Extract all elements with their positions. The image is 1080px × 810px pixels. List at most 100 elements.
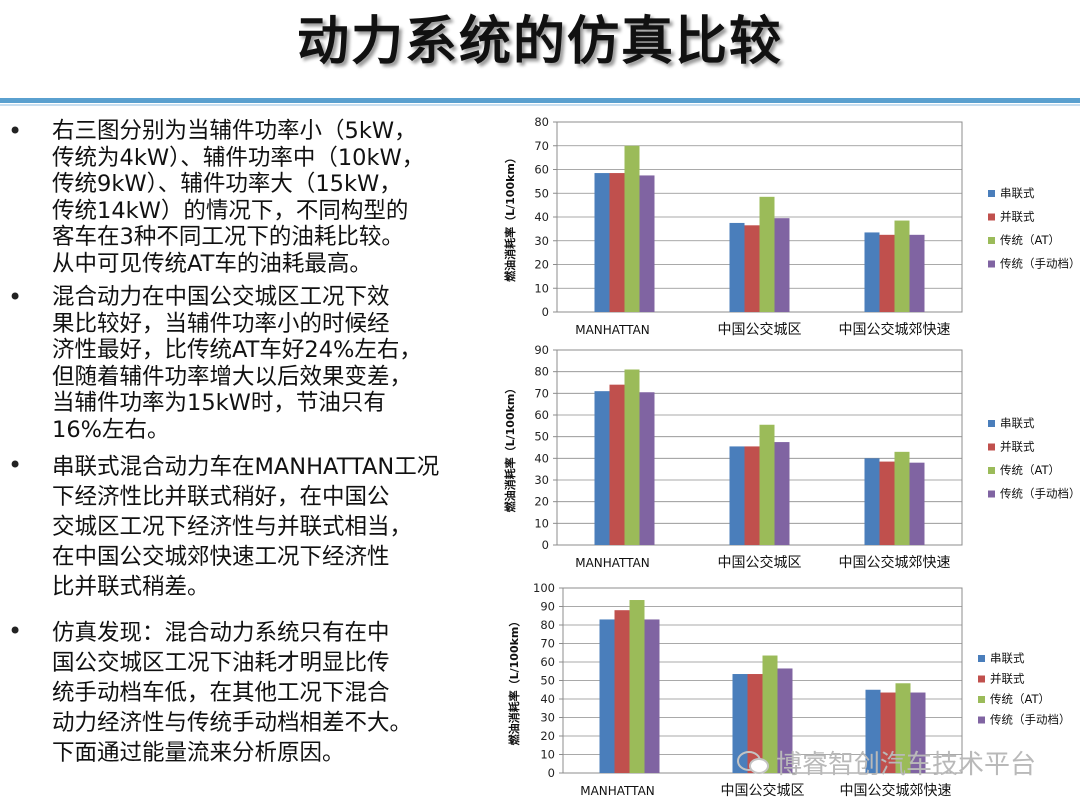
fuel-chart-high-aux: 0 10 20 30 40 50 60 70 80 90 100 MANHATTAN 中国公交城区 中国公… bbox=[507, 581, 1071, 799]
bullet-text: 混合动力在中国公交城区工况下效 果比较好，当辅件功率小的时候经 济性最好，比传统… bbox=[52, 284, 422, 443]
y-tick-label: 90 bbox=[540, 600, 555, 614]
y-tick-label: 0 bbox=[542, 305, 549, 319]
legend-label: 并联式 bbox=[1000, 210, 1035, 224]
category-label: MANHATTAN bbox=[575, 323, 650, 337]
y-tick-label: 0 bbox=[542, 538, 549, 552]
y-tick-label: 90 bbox=[534, 343, 549, 357]
bar bbox=[864, 458, 880, 545]
legend-swatch bbox=[978, 675, 985, 683]
bar bbox=[909, 462, 925, 545]
bullet-dot-icon: • bbox=[8, 283, 23, 311]
bar bbox=[747, 674, 763, 773]
bar bbox=[895, 683, 911, 773]
category-label: 中国公交城郊快速 bbox=[840, 782, 952, 799]
bullet-text: 仿真发现：混合动力系统只有在中 国公交城区工况下油耗才明显比传 统手动档车低，在… bbox=[52, 620, 413, 766]
bar bbox=[639, 175, 655, 312]
fuel-chart-low-aux: 0 10 20 30 40 50 60 70 80 MANHATTAN 中国公交城区 中国公交城郊快速… bbox=[503, 115, 1080, 338]
title-divider bbox=[0, 98, 1080, 103]
category-label: MANHATTAN bbox=[580, 784, 655, 798]
y-tick-label: 80 bbox=[540, 618, 555, 632]
y-tick-label: 100 bbox=[533, 581, 555, 595]
bar bbox=[639, 392, 655, 545]
y-tick-label: 70 bbox=[534, 139, 549, 153]
legend-label: 传统（手动档） bbox=[1000, 257, 1080, 271]
bar bbox=[879, 461, 895, 545]
y-tick-label: 30 bbox=[534, 473, 549, 487]
slide-title: 动力系统的仿真比较 bbox=[296, 12, 783, 72]
legend-swatch bbox=[978, 655, 985, 662]
y-tick-label: 20 bbox=[534, 258, 549, 272]
legend-label: 传统（AT） bbox=[990, 692, 1050, 706]
wechat-icon bbox=[737, 751, 769, 774]
bar bbox=[599, 619, 615, 773]
legend-swatch bbox=[978, 696, 985, 703]
y-tick-label: 60 bbox=[540, 655, 555, 669]
legend-label: 串联式 bbox=[1000, 416, 1035, 430]
y-tick-label: 80 bbox=[534, 365, 549, 379]
bar bbox=[894, 220, 910, 312]
bar bbox=[744, 446, 760, 545]
bullet-dot-icon: • bbox=[8, 117, 23, 145]
bar bbox=[864, 232, 880, 312]
bullet-dot-icon: • bbox=[8, 617, 23, 645]
bar bbox=[624, 369, 640, 545]
y-tick-label: 70 bbox=[540, 637, 555, 651]
y-tick-label: 40 bbox=[540, 692, 555, 706]
legend-swatch bbox=[988, 467, 995, 474]
bar bbox=[880, 692, 896, 773]
legend-label: 传统（手动档） bbox=[990, 713, 1071, 727]
category-label: 中国公交城区 bbox=[721, 782, 805, 799]
legend-swatch bbox=[988, 237, 995, 244]
legend-label: 传统（AT） bbox=[1000, 233, 1060, 247]
title-divider-shadow bbox=[0, 104, 1080, 106]
bullet-text: 串联式混合动力车在MANHATTAN工况 下经济性比并联式稍好，在中国公 交城区… bbox=[52, 454, 440, 600]
bar bbox=[614, 610, 630, 773]
y-tick-label: 40 bbox=[534, 210, 549, 224]
bar bbox=[865, 689, 881, 773]
legend-label: 传统（手动档） bbox=[1000, 487, 1080, 501]
bar bbox=[894, 451, 910, 545]
category-label: 中国公交城区 bbox=[718, 554, 802, 571]
bar bbox=[759, 424, 775, 545]
y-axis-label: 燃油消耗率（L/100km） bbox=[503, 383, 517, 514]
bar bbox=[732, 674, 748, 773]
bullet-text: 右三图分别为当辅件功率小（5kW， 传统为4kW）、辅件功率中（10kW， 传统… bbox=[52, 118, 425, 277]
bar bbox=[609, 384, 625, 545]
y-axis-label: 燃油消耗率（L/100km） bbox=[503, 152, 517, 283]
y-tick-label: 60 bbox=[534, 163, 549, 177]
y-tick-label: 50 bbox=[534, 430, 549, 444]
bar bbox=[644, 619, 660, 773]
y-tick-label: 10 bbox=[540, 748, 555, 762]
y-tick-label: 50 bbox=[540, 674, 555, 688]
legend-swatch bbox=[988, 443, 995, 451]
legend-swatch bbox=[988, 490, 995, 498]
bar bbox=[762, 655, 778, 773]
legend-swatch bbox=[988, 260, 995, 268]
y-tick-label: 80 bbox=[534, 115, 549, 129]
y-tick-label: 0 bbox=[548, 766, 555, 780]
bar bbox=[910, 692, 926, 773]
y-tick-label: 20 bbox=[540, 729, 555, 743]
y-tick-label: 70 bbox=[534, 386, 549, 400]
legend-label: 并联式 bbox=[1000, 440, 1035, 454]
y-tick-label: 40 bbox=[534, 451, 549, 465]
bar bbox=[729, 222, 745, 312]
bar bbox=[629, 600, 645, 773]
bar bbox=[777, 668, 793, 773]
bar bbox=[774, 442, 790, 545]
bar bbox=[909, 234, 925, 312]
legend-swatch bbox=[988, 190, 995, 197]
bar bbox=[594, 173, 610, 312]
bar bbox=[624, 145, 640, 312]
legend-label: 并联式 bbox=[990, 672, 1025, 686]
watermark-text: 博睿智创汽车技术平台 bbox=[776, 750, 1037, 780]
category-label: 中国公交城郊快速 bbox=[839, 554, 951, 571]
bar bbox=[759, 196, 775, 312]
y-axis-label: 燃油消耗率（L/100km） bbox=[507, 616, 521, 747]
y-tick-label: 50 bbox=[534, 186, 549, 200]
category-label: 中国公交城区 bbox=[718, 321, 802, 338]
legend-label: 串联式 bbox=[1000, 186, 1035, 200]
y-tick-label: 10 bbox=[534, 281, 549, 295]
category-label: MANHATTAN bbox=[575, 556, 650, 570]
y-tick-label: 30 bbox=[540, 711, 555, 725]
